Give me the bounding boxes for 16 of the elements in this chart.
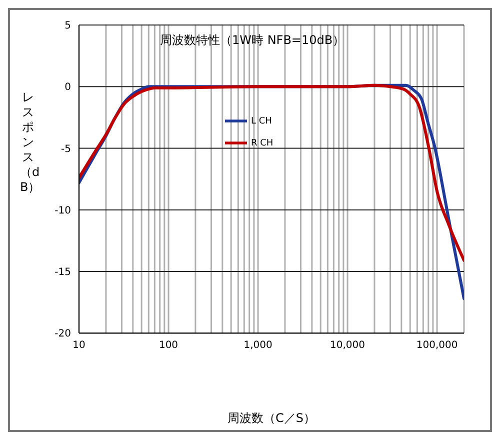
y-tick-label: -20 [54, 328, 71, 340]
y-tick-label: -10 [54, 205, 71, 216]
x-tick-label: 100,000 [416, 340, 458, 352]
y-tick-label: 0 [64, 82, 71, 94]
y-tick-label: -15 [54, 267, 71, 278]
legend-label: R CH [251, 138, 274, 149]
y-axis-title: レスポンス（dB） [20, 90, 40, 195]
text: 周波数特性（1W時 NFB=10dB） [160, 32, 345, 49]
x-tick-label: 1,000 [244, 340, 272, 352]
y-tick-label: 5 [64, 20, 71, 32]
x-tick-label: 100 [158, 340, 178, 352]
y-tick-label: -5 [61, 144, 71, 155]
x-tick-label: 10 [72, 340, 86, 352]
x-tick-label: 10,000 [330, 340, 366, 352]
legend-label: L CH [251, 116, 272, 126]
x-axis-title: 周波数（C／S） [226, 410, 316, 427]
